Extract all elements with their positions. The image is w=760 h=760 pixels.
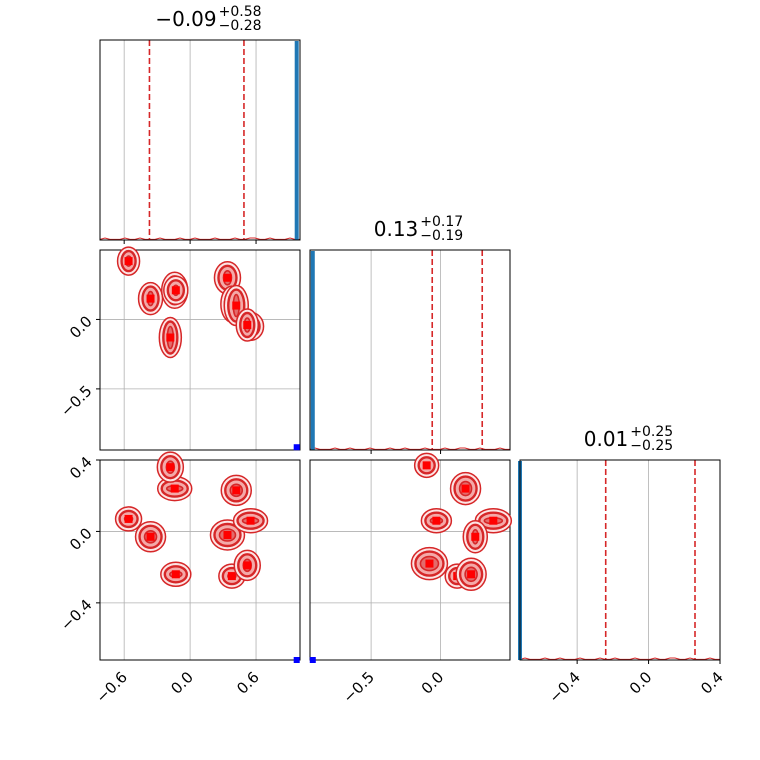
param-title-plus: +0.17 [420,214,463,230]
blob-31-0-core [124,514,133,523]
blob-21-3 [158,316,183,359]
blob-21-3-core [166,333,175,342]
blob-31-3-core [166,463,175,472]
blob-32-7-core [467,570,476,579]
blob-31-9 [233,549,262,582]
blob-31-1 [134,521,167,553]
panel-3-1 [99,459,301,661]
blob-32-3 [462,520,489,554]
x-tick-label-3-1: 0.0 [626,668,656,698]
blob-21-0-core [124,257,133,266]
blob-31-0 [114,506,143,532]
diag-panel-3 [519,459,721,661]
truth-marker-32 [309,657,316,663]
blob-32-2-core [489,516,498,525]
hist-density-1 [99,237,300,240]
param-title-minus: −0.28 [219,18,262,34]
blob-31-4-core [171,570,180,579]
param-title-plus: +0.58 [219,4,262,20]
param-title-minus: −0.19 [420,228,463,244]
blob-31-6-core [227,572,236,581]
param-title-1: −0.09 +0.58−0.28 [155,4,261,34]
blob-31-1-core [146,532,155,541]
diag-panel-2 [309,249,511,451]
truth-marker-21 [293,444,300,451]
panel-2-1 [99,249,301,451]
blob-31-7 [220,474,253,507]
truth-hist-1 [294,41,299,240]
param-title-value: −0.09 [155,7,216,31]
blob-31-7-core [232,486,241,495]
blob-32-4-core [432,516,441,525]
blob-31-8 [232,507,269,534]
x-tick-label-1-1: 0.0 [167,668,197,698]
x-tick-label-2-1: 0.0 [418,668,448,698]
diag-panel-1 [99,39,301,241]
hist-density-3 [519,657,720,660]
panel-3-2 [309,459,511,661]
blob-32-5 [410,546,449,581]
blob-21-5-core [223,273,232,282]
y-tick-label-2-0: −0.5 [57,382,95,420]
param-title-plus: +0.25 [630,424,673,440]
blob-31-9-core [243,561,252,570]
blob-32-4 [420,507,453,534]
param-title-value: 0.01 [584,427,629,451]
blob-32-0 [413,452,440,479]
param-title-3: 0.01 +0.25−0.25 [584,424,673,454]
blob-21-7-core [232,301,241,310]
truth-marker-31 [293,657,300,663]
blob-32-0-core [422,461,431,470]
blob-31-8-core [246,516,255,525]
x-tick-label-3-0: −0.4 [545,668,583,706]
blob-32-3-core [471,532,480,541]
x-tick-label-1-2: 0.6 [233,668,263,698]
blob-32-7 [455,557,487,592]
x-tick-label-1-0: −0.6 [93,668,131,706]
y-tick-label-2-1: 0.0 [66,312,96,342]
truth-hist-2 [310,251,315,450]
blob-21-9-core [243,321,252,329]
x-tick-label-3-2: 0.4 [697,668,727,698]
param-title-value: 0.13 [374,217,419,241]
blob-32-1 [449,471,482,506]
blob-21-4-core [171,286,180,295]
blob-31-2-core [170,484,179,493]
blob-21-0 [116,246,141,276]
blob-21-9 [235,308,260,342]
param-title-minus: −0.25 [630,438,673,454]
y-tick-label-3-2: 0.4 [66,453,96,483]
x-tick-label-2-0: −0.5 [339,668,377,706]
blob-31-4 [160,561,192,588]
blob-31-3 [156,451,185,483]
blob-32-5-core [425,559,434,568]
blob-21-1-core [146,294,155,303]
hist-density-2 [309,447,510,450]
blob-21-4 [163,275,189,306]
blob-21-1 [137,281,164,316]
blob-32-1-core [461,484,470,493]
y-tick-label-3-1: 0.0 [66,524,96,554]
y-tick-label-3-0: −0.4 [57,596,95,634]
blob-31-5-core [223,531,232,539]
param-title-2: 0.13 +0.17−0.19 [374,214,463,244]
